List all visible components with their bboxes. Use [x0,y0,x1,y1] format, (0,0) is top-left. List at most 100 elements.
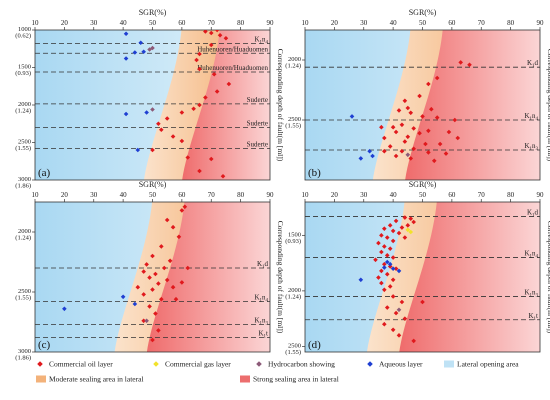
y-tick-label: 2500 [288,342,301,349]
data-point [376,275,381,280]
data-point [179,110,185,115]
x-tick-label: 10 [302,191,310,199]
x-tick-label: 80 [507,19,515,27]
data-point [208,156,214,162]
data-point [194,57,199,63]
data-point [379,124,384,130]
y-tick-sublabel: (1.24) [285,63,301,70]
y-tick-sublabel: (0.93) [15,70,31,77]
data-point [405,105,411,111]
data-point [390,327,396,333]
data-point [132,301,138,307]
formation-label: Suderte [247,96,268,104]
x-tick-label: 80 [237,191,245,199]
y-tick-label: 2000 [18,101,31,108]
data-point [423,141,428,147]
data-point [164,116,170,121]
y-tick-label: 2500 [288,116,301,123]
data-point [223,35,229,41]
data-point [203,30,208,34]
data-point [384,253,390,258]
y-tick-sublabel: (1.24) [15,108,31,115]
data-point [402,235,408,240]
legend-item: Lateral opening area [444,360,519,369]
data-point [384,271,390,277]
data-point [431,158,437,164]
x-tick-label: 70 [478,191,486,199]
panel-label: (a) [38,167,51,179]
legend-item: Strong sealing area in lateral [240,375,339,384]
data-point [405,223,411,228]
strong-sealing-zone [399,202,540,352]
data-point [405,152,411,158]
data-point [176,234,182,240]
data-point [379,249,384,255]
data-points [358,215,425,344]
x-tick-label: 40 [120,191,128,199]
legend-marker [367,361,373,367]
data-point [382,265,387,270]
data-point [408,110,414,116]
data-point [214,89,220,94]
data-point [417,93,422,99]
data-point [393,129,399,135]
data-point [358,277,364,283]
data-point [170,224,176,230]
y-tick-sublabel: (1.24) [15,235,31,242]
y-tick-sublabel: (1.55) [285,123,301,130]
legend-label: Aqueous layer [379,360,423,369]
x-tick-label: 20 [61,191,69,199]
data-point [393,310,399,316]
data-point [399,148,405,154]
data-point [446,129,452,135]
data-point [144,110,149,115]
data-point [408,216,414,221]
data-point [390,255,396,260]
y-axis-title: Corresponding depth of fault(m [ml]) [546,49,550,162]
data-points [62,204,191,343]
data-point [144,318,149,324]
data-point [411,338,416,344]
legend-item: Commercial gas layer [153,360,231,369]
data-point [123,111,129,117]
data-point [182,204,188,210]
data-point [179,280,185,285]
data-point [159,296,164,302]
legend: Commercial oil layer Commercial gas layer… [36,360,519,384]
data-point [147,304,152,309]
x-tick-label: 90 [537,191,545,199]
legend-label: Commercial oil layer [49,360,113,369]
formation-label: K1n3 [524,288,538,298]
data-point [402,139,408,144]
data-point [452,117,458,123]
data-point [373,257,378,263]
data-point [197,102,202,108]
legend-label: Lateral opening area [457,360,519,369]
data-point [217,32,223,38]
data-point [396,333,402,338]
x-tick-label: 60 [178,19,186,27]
data-point [437,141,443,147]
data-point [197,168,202,174]
data-point [411,146,416,152]
x-tick-label: 80 [237,19,245,27]
y-tick-sublabel: (1.86) [15,355,31,362]
formation-lines: K1d K1n4 K1n3 [305,59,540,152]
x-tick-label: 20 [331,191,339,199]
data-point [208,30,214,36]
x-tick-label: 10 [32,191,40,199]
data-point [370,153,375,159]
legend-label: Commercial gas layer [165,360,231,369]
data-point [396,268,402,274]
data-point [179,138,185,144]
data-point [191,106,196,112]
sealing-zones [305,30,540,180]
strong-sealing-zone [146,202,270,352]
y-tick-label: 3000 [18,176,31,183]
panel-label: (b) [308,167,321,179]
data-point [147,275,152,280]
x-tick-label: 40 [390,19,398,27]
formation-label: K1n4 [524,250,538,260]
data-point [161,265,167,271]
